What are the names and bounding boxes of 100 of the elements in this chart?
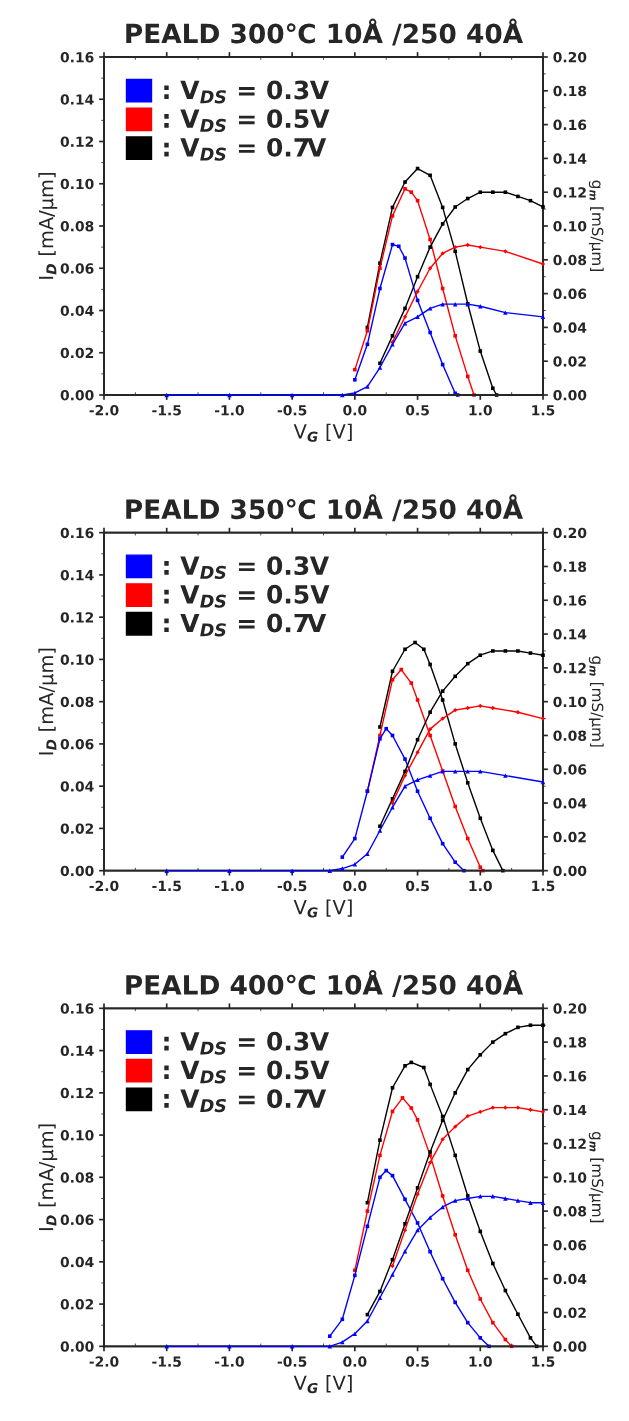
chart-title: PEALD 350℃ 10Å /250 40Å [126,494,524,522]
y-tick-label: 0.02 [60,1299,94,1310]
y2-tick-label: 0.10 [553,1172,587,1183]
y-tick-label: 0.14 [60,1045,94,1057]
legend-label: : V$_{DS}$ = 0.3V [164,1031,330,1055]
y-tick-label: 0.14 [60,94,94,105]
y2-tick-label: 0.02 [553,831,586,843]
y2-tick-label: 0.16 [553,1070,587,1082]
y2-tick-label: 0.00 [553,1341,587,1352]
y-tick-label: 0.04 [60,305,94,316]
x-tick-label: -2.0 [89,880,119,892]
y2-tick-label: 0.10 [553,696,587,708]
x-tick-label: 0.5 [405,404,429,416]
x-tick-label: -0.5 [277,1356,307,1367]
y2-tick-label: 0.08 [553,730,587,741]
x-tick-label: -2.0 [89,404,119,416]
y2-tick-label: 0.16 [553,119,587,131]
y2-tick-label: 0.14 [553,1104,587,1116]
x-tick-label: -0.5 [277,880,307,892]
x-tick-label: -1.0 [215,404,244,416]
y2-tick-label: 0.02 [553,1307,586,1319]
y2-tick-label: 0.20 [553,1003,587,1014]
y2-tick-label: 0.14 [553,629,587,640]
legend-label: : V$_{DS}$ = 0.7V [164,613,327,637]
y-tick-label: 0.02 [60,347,94,359]
y2-tick-label: 0.12 [553,662,586,674]
y2-axis-title: g$_{m}$ [mS/μm] [588,1131,604,1223]
chart-title: PEALD 300℃ 10Å /250 40Å [126,18,524,46]
y2-tick-label: 0.20 [553,51,587,63]
x-tick-label: 1.0 [469,880,492,892]
x-tick-label: -1.5 [152,1356,181,1367]
y2-tick-label: 0.04 [553,322,587,333]
y2-tick-label: 0.18 [553,85,587,97]
y2-tick-label: 0.18 [553,1037,587,1048]
y-tick-label: 0.04 [60,781,94,792]
y2-tick-label: 0.06 [553,1239,587,1251]
y-tick-label: 0.12 [60,136,94,147]
y-tick-label: 0.16 [60,1003,94,1014]
y2-tick-label: 0.04 [553,798,587,809]
y-tick-label: 0.12 [60,1087,94,1099]
y2-tick-label: 0.16 [553,595,587,606]
y2-tick-label: 0.08 [553,254,587,266]
y2-tick-label: 0.12 [553,1138,586,1150]
y-tick-label: 0.06 [60,738,94,750]
x-tick-label: 1.0 [469,1356,492,1367]
y-tick-label: 0.08 [60,696,94,708]
y-tick-label: 0.10 [60,1130,94,1141]
y2-tick-label: 0.12 [553,187,586,198]
x-axis-title: V$_{G}$ [V] [293,423,352,442]
y-tick-label: 0.08 [60,220,94,232]
y2-tick-label: 0.08 [553,1206,587,1217]
y2-tick-label: 0.00 [553,389,587,401]
y-tick-label: 0.12 [60,612,94,623]
x-tick-label: 0.0 [343,880,367,892]
x-tick-label: -1.0 [215,880,244,892]
y-tick-label: 0.16 [60,527,94,539]
legend-label: : V$_{DS}$ = 0.3V [164,80,330,104]
y-tick-label: 0.00 [60,1341,94,1352]
x-tick-label: 1.5 [532,1356,555,1367]
y-tick-label: 0.14 [60,569,94,581]
legend-label: : V$_{DS}$ = 0.7V [164,1089,327,1113]
y-tick-label: 0.16 [60,51,94,63]
y2-tick-label: 0.04 [553,1273,587,1285]
y-axis-title: I$_{D}$ [mA/μm] [38,173,58,279]
x-tick-label: -1.5 [152,405,181,416]
y-tick-label: 0.06 [60,263,94,274]
y-tick-label: 0.08 [60,1172,94,1183]
x-tick-label: 1.0 [469,404,492,416]
y-tick-label: 0.00 [60,865,94,877]
y2-axis-title: g$_{m}$ [mS/μm] [588,180,604,271]
y2-tick-label: 0.14 [553,153,587,164]
x-tick-label: -2.0 [89,1356,119,1367]
legend-label: : V$_{DS}$ = 0.7V [164,137,327,161]
x-tick-label: 0.5 [405,880,429,892]
x-tick-label: 1.5 [532,405,555,416]
y2-tick-label: 0.06 [553,288,587,300]
x-tick-label: -1.5 [152,880,181,892]
x-tick-label: 0.5 [405,1356,429,1367]
legend-label: : V$_{DS}$ = 0.5V [164,109,330,133]
y-tick-label: 0.00 [60,389,94,401]
chart-title: PEALD 400℃ 10Å /250 40Å [126,969,524,997]
y2-tick-label: 0.20 [553,527,587,539]
y-tick-label: 0.06 [60,1214,94,1226]
y-axis-title: I$_{D}$ [mA/μm] [38,648,58,755]
y-tick-label: 0.10 [60,178,94,190]
y-tick-label: 0.02 [60,823,94,834]
y2-tick-label: 0.06 [553,764,587,775]
y2-tick-label: 0.10 [553,220,587,232]
y-tick-label: 0.04 [60,1256,94,1268]
y2-tick-label: 0.02 [553,356,586,367]
y-tick-label: 0.10 [60,654,94,665]
x-axis-title: V$_{G}$ [V] [293,899,352,918]
y2-tick-label: 0.00 [553,865,587,877]
x-axis-title: V$_{G}$ [V] [293,1375,352,1394]
x-tick-label: 1.5 [532,880,555,892]
legend-label: : V$_{DS}$ = 0.5V [164,584,330,608]
x-tick-label: -0.5 [277,404,307,416]
x-tick-label: -1.0 [215,1356,244,1367]
y-axis-title: I$_{D}$ [mA/μm] [38,1124,58,1231]
legend-label: : V$_{DS}$ = 0.5V [164,1060,330,1084]
